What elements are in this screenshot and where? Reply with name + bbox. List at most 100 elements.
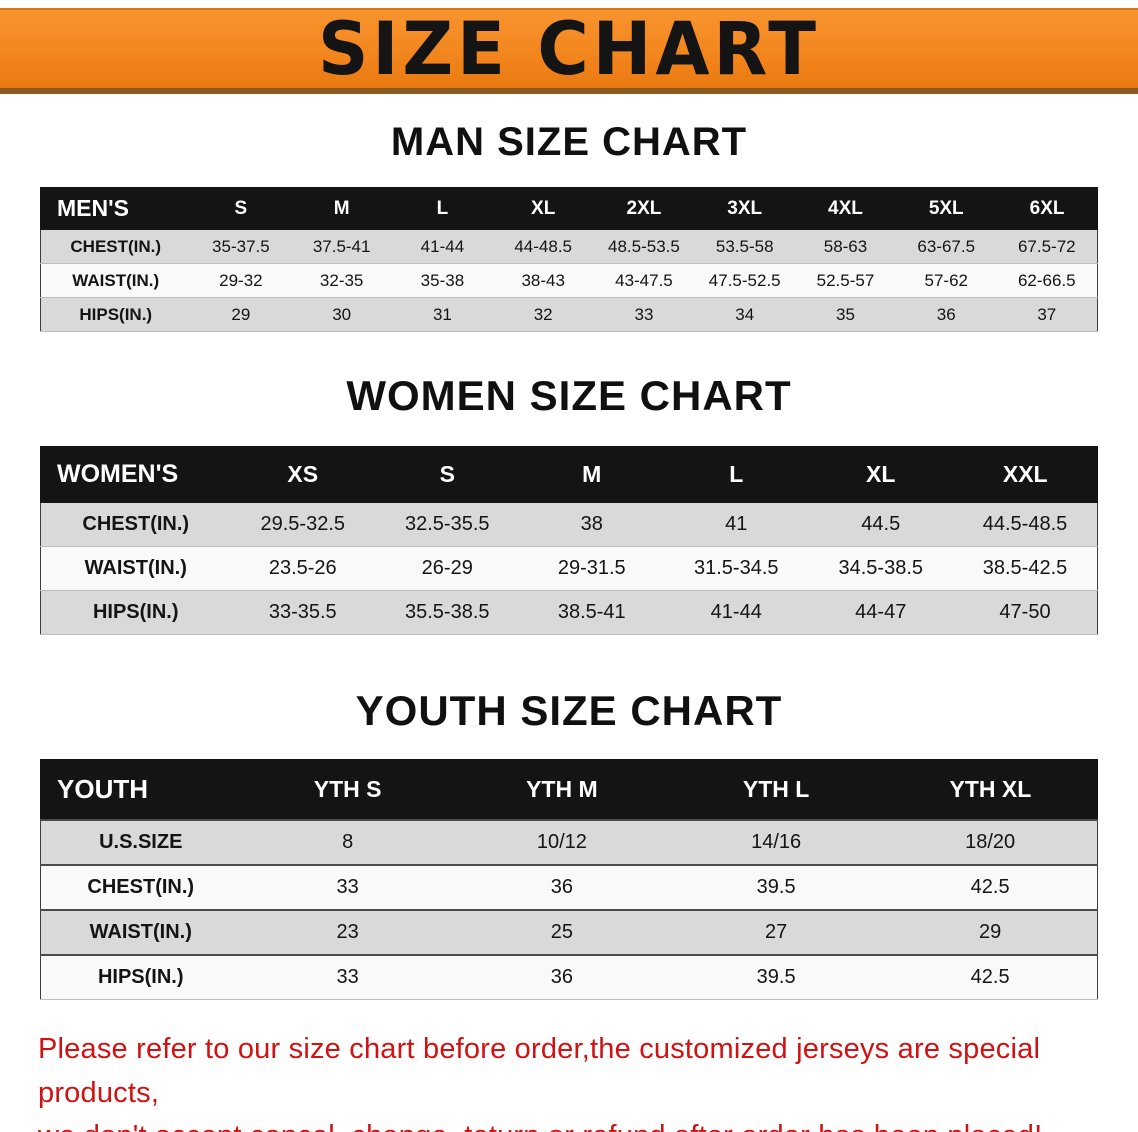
size-header-cell: L [391, 187, 494, 230]
measure-label-cell: HIPS(IN.) [40, 954, 241, 1000]
value-cell: 38-43 [492, 263, 594, 298]
value-cell: 33 [240, 954, 455, 1000]
value-cell: 36 [895, 297, 997, 332]
value-cell: 35-38 [392, 263, 493, 298]
size-header-cell: 3XL [693, 187, 796, 230]
size-header-cell: YTH L [668, 759, 884, 820]
value-cell: 29-32 [190, 263, 292, 298]
value-cell: 32 [492, 297, 594, 332]
measure-label-cell: WAIST(IN.) [40, 909, 241, 955]
value-cell: 67.5-72 [996, 229, 1098, 264]
table-title-cell: YOUTH [40, 759, 241, 820]
value-cell: 29 [883, 909, 1098, 955]
value-cell: 30 [291, 297, 393, 332]
value-cell: 39.5 [669, 864, 884, 910]
size-header-cell: XXL [952, 446, 1098, 503]
value-cell: 29-31.5 [519, 546, 664, 591]
value-cell: 35.5-38.5 [375, 590, 520, 635]
men-size-section: MAN SIZE CHART MEN'S S M L XL 2XL 3XL 4XL 5XL 6XL… [0, 120, 1138, 332]
value-cell: 31.5-34.5 [664, 546, 809, 591]
size-header-cell: XL [808, 446, 954, 503]
table-row: U.S.SIZE 8 10/12 14/16 18/20 [40, 819, 1098, 865]
table-header-row: YOUTH YTH S YTH M YTH L YTH XL [40, 759, 1099, 820]
size-header-cell: YTH M [454, 759, 670, 820]
value-cell: 35 [795, 297, 896, 332]
value-cell: 42.5 [883, 954, 1098, 1000]
value-cell: 38.5-42.5 [953, 546, 1098, 591]
value-cell: 44-47 [808, 590, 953, 635]
youth-size-table: YOUTH YTH S YTH M YTH L YTH XL U.S.SIZE 8 10/12… [40, 759, 1099, 1000]
value-cell: 47.5-52.5 [694, 263, 796, 298]
value-cell: 37.5-41 [291, 229, 393, 264]
table-row: WAIST(IN.) 29-32 32-35 35-38 38-43 43-47.5 47.… [40, 263, 1098, 298]
size-header-cell: YTH XL [882, 759, 1099, 820]
value-cell: 44.5-48.5 [953, 502, 1098, 547]
value-cell: 34 [694, 297, 796, 332]
value-cell: 35-37.5 [190, 229, 292, 264]
men-size-table: MEN'S S M L XL 2XL 3XL 4XL 5XL 6XL CHEST(IN.) 35-37… [40, 187, 1098, 332]
value-cell: 23.5-26 [230, 546, 375, 591]
value-cell: 43-47.5 [593, 263, 695, 298]
value-cell: 29.5-32.5 [230, 502, 375, 547]
measure-label-cell: WAIST(IN.) [40, 263, 191, 298]
table-row: CHEST(IN.) 35-37.5 37.5-41 41-44 44-48.5 48.5… [40, 229, 1098, 264]
value-cell: 48.5-53.5 [593, 229, 695, 264]
value-cell: 8 [240, 819, 455, 865]
size-header-cell: YTH S [239, 759, 456, 820]
measure-label-cell: HIPS(IN.) [40, 590, 231, 635]
value-cell: 39.5 [669, 954, 884, 1000]
size-header-cell: S [374, 446, 520, 503]
measure-label-cell: CHEST(IN.) [40, 864, 241, 910]
size-chart-page: SIZE CHART MAN SIZE CHART MEN'S S M L XL 2XL 3… [0, 8, 1138, 1132]
value-cell: 32.5-35.5 [375, 502, 520, 547]
value-cell: 62-66.5 [996, 263, 1098, 298]
value-cell: 52.5-57 [795, 263, 896, 298]
size-header-cell: 2XL [593, 187, 695, 230]
value-cell: 57-62 [895, 263, 997, 298]
value-cell: 33-35.5 [230, 590, 375, 635]
table-row: WAIST(IN.) 23.5-26 26-29 29-31.5 31.5-34.5 34… [40, 546, 1098, 591]
youth-section-heading: YOUTH SIZE CHART [355, 687, 783, 734]
value-cell: 25 [454, 909, 669, 955]
measure-label-cell: CHEST(IN.) [40, 229, 191, 264]
table-title-cell: WOMEN'S [40, 446, 231, 503]
youth-size-section: YOUTH SIZE CHART YOUTH YTH S YTH M YTH L YTH… [0, 687, 1138, 1000]
table-title-cell: MEN'S [40, 187, 191, 230]
value-cell: 41 [664, 502, 809, 547]
measure-label-cell: U.S.SIZE [40, 819, 241, 865]
table-header-row: MEN'S S M L XL 2XL 3XL 4XL 5XL 6XL [40, 187, 1098, 230]
value-cell: 63-67.5 [895, 229, 997, 264]
value-cell: 32-35 [291, 263, 393, 298]
value-cell: 27 [669, 909, 884, 955]
page-title: SIZE CHART [317, 5, 821, 93]
table-row: CHEST(IN.) 33 36 39.5 42.5 [40, 864, 1098, 910]
value-cell: 36 [454, 864, 669, 910]
disclaimer-note: Please refer to our size chart before or… [38, 1028, 1102, 1132]
size-header-cell: M [519, 446, 665, 503]
value-cell: 58-63 [795, 229, 896, 264]
women-size-table: WOMEN'S XS S M L XL XXL CHEST(IN.) 29.5-32.5 32.5… [40, 446, 1098, 635]
value-cell: 37 [996, 297, 1098, 332]
table-header-row: WOMEN'S XS S M L XL XXL [40, 446, 1098, 503]
size-header-cell: 5XL [895, 187, 998, 230]
value-cell: 34.5-38.5 [808, 546, 953, 591]
value-cell: 53.5-58 [694, 229, 796, 264]
measure-label-cell: WAIST(IN.) [40, 546, 231, 591]
measure-label-cell: HIPS(IN.) [40, 297, 191, 332]
women-size-section: WOMEN SIZE CHART WOMEN'S XS S M L XL XXL CHEST(… [0, 372, 1138, 635]
value-cell: 33 [240, 864, 455, 910]
disclaimer-line-1: Please refer to our size chart before or… [38, 1033, 1041, 1109]
value-cell: 42.5 [883, 864, 1098, 910]
value-cell: 26-29 [375, 546, 520, 591]
table-row: CHEST(IN.) 29.5-32.5 32.5-35.5 38 41 44.5 44.5… [40, 502, 1098, 547]
value-cell: 29 [190, 297, 292, 332]
value-cell: 10/12 [454, 819, 669, 865]
value-cell: 44-48.5 [492, 229, 594, 264]
value-cell: 41-44 [664, 590, 809, 635]
value-cell: 38 [519, 502, 664, 547]
measure-label-cell: CHEST(IN.) [40, 502, 231, 547]
table-row: HIPS(IN.) 33 36 39.5 42.5 [40, 954, 1098, 1000]
value-cell: 36 [454, 954, 669, 1000]
value-cell: 14/16 [669, 819, 884, 865]
value-cell: 38.5-41 [519, 590, 664, 635]
